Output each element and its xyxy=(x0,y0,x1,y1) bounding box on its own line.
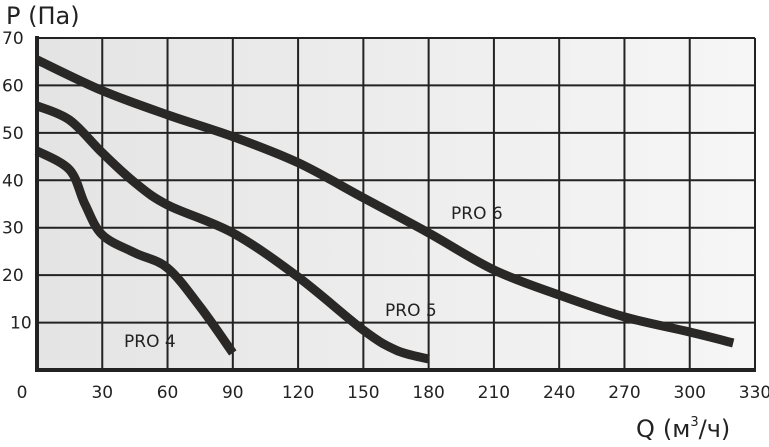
y-tick-label: 20 xyxy=(2,266,24,286)
y-tick-label: 60 xyxy=(2,76,24,96)
series-line-pro-4 xyxy=(34,146,237,356)
x-tick-label: 300 xyxy=(674,383,706,403)
x-tick-label: 90 xyxy=(222,383,244,403)
series-label: PRO 5 xyxy=(385,301,437,321)
y-axis-label: P (Па) xyxy=(6,2,80,30)
series-line-pro-6 xyxy=(35,55,735,348)
x-axis-label-unit-end: /ч) xyxy=(699,415,731,443)
y-tick-label: 50 xyxy=(2,124,24,144)
series-labels: PRO 4 PRO 5 PRO 6 xyxy=(124,204,503,352)
series-line-pro-5 xyxy=(35,101,430,364)
x-tick-label: 150 xyxy=(347,383,379,403)
y-tick-label: 30 xyxy=(2,219,24,239)
x-tick-label: 180 xyxy=(412,383,444,403)
x-tick-label: 240 xyxy=(543,383,575,403)
grid xyxy=(36,37,756,370)
x-tick-labels: 0 30 60 90 120 150 180 210 240 270 300 330 xyxy=(17,383,769,403)
series-label: PRO 6 xyxy=(451,204,503,224)
x-tick-label: 0 xyxy=(17,383,28,403)
curves xyxy=(34,55,735,364)
x-tick-label: 120 xyxy=(282,383,314,403)
x-axis-label: Q (м3/ч) xyxy=(636,415,730,443)
axes xyxy=(35,36,756,372)
series-label: PRO 4 xyxy=(124,332,176,352)
x-tick-label: 270 xyxy=(608,383,640,403)
x-tick-label: 60 xyxy=(157,383,179,403)
x-axis-label-q: Q xyxy=(636,415,655,443)
x-axis-label-sup: 3 xyxy=(690,415,698,430)
x-tick-label: 210 xyxy=(478,383,510,403)
y-tick-label: 70 xyxy=(2,29,24,49)
y-tick-label: 10 xyxy=(10,314,32,334)
y-tick-labels: 10 20 30 40 50 60 70 xyxy=(2,29,32,334)
y-tick-label: 40 xyxy=(2,171,24,191)
x-tick-label: 330 xyxy=(739,383,769,403)
x-tick-label: 30 xyxy=(91,383,113,403)
x-axis-label-unit: (м xyxy=(663,415,690,443)
